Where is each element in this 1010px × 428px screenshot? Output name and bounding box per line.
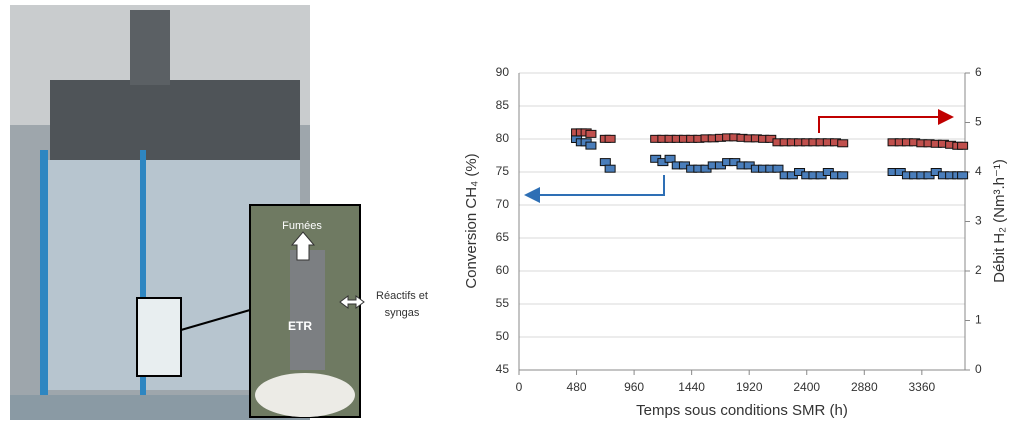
- y-tick-label: 70: [496, 197, 510, 211]
- point: [837, 139, 849, 148]
- y-tick-label: 45: [496, 362, 510, 376]
- x-axis-title: Temps sous conditions SMR (h): [636, 402, 848, 419]
- point: [957, 141, 969, 150]
- y-tick-label: 80: [496, 131, 510, 145]
- y2-tick-label: 2: [975, 263, 982, 277]
- point: [585, 129, 597, 138]
- point: [772, 164, 784, 173]
- x-tick-label: 1440: [678, 380, 705, 394]
- y-tick-label: 75: [496, 164, 510, 178]
- y2-tick-label: 1: [975, 313, 982, 327]
- x-tick-label: 960: [624, 380, 644, 394]
- point: [604, 164, 616, 173]
- point: [837, 171, 849, 180]
- y2-tick-label: 3: [975, 214, 982, 228]
- point: [599, 158, 611, 167]
- photo-label: syngas: [385, 307, 420, 319]
- arrow: [524, 175, 665, 203]
- x-tick-label: 480: [567, 380, 587, 394]
- y-axis-title: Conversion CH₄ (%): [463, 153, 480, 288]
- y-tick-label: 50: [496, 329, 510, 343]
- y-tick-label: 55: [496, 296, 510, 310]
- y2-tick-label: 4: [975, 164, 982, 178]
- y-tick-label: 90: [496, 65, 510, 79]
- photo-label: Fumées: [282, 220, 322, 232]
- y-tick-label: 65: [496, 230, 510, 244]
- y2-tick-label: 0: [975, 362, 982, 376]
- point: [585, 141, 597, 150]
- y-tick-label: 85: [496, 98, 510, 112]
- point: [957, 171, 969, 180]
- y2-tick-label: 6: [975, 65, 982, 79]
- y-tick-label: 60: [496, 263, 510, 277]
- x-tick-label: 3360: [908, 380, 935, 394]
- photo: Fumées ETR Réactifs et syngas: [10, 5, 428, 420]
- x-tick-label: 1920: [736, 380, 763, 394]
- photo-label: ETR: [288, 319, 312, 333]
- y2-axis-title: Débit H₂ (Nm³.h⁻¹): [991, 159, 1008, 283]
- x-tick-label: 0: [516, 380, 523, 394]
- point: [664, 154, 676, 163]
- x-tick-label: 2400: [793, 380, 820, 394]
- y2-tick-label: 5: [975, 115, 982, 129]
- x-tick-label: 2880: [851, 380, 878, 394]
- photo-label: Réactifs et: [376, 290, 428, 302]
- point: [604, 134, 616, 143]
- arrow: [818, 109, 954, 133]
